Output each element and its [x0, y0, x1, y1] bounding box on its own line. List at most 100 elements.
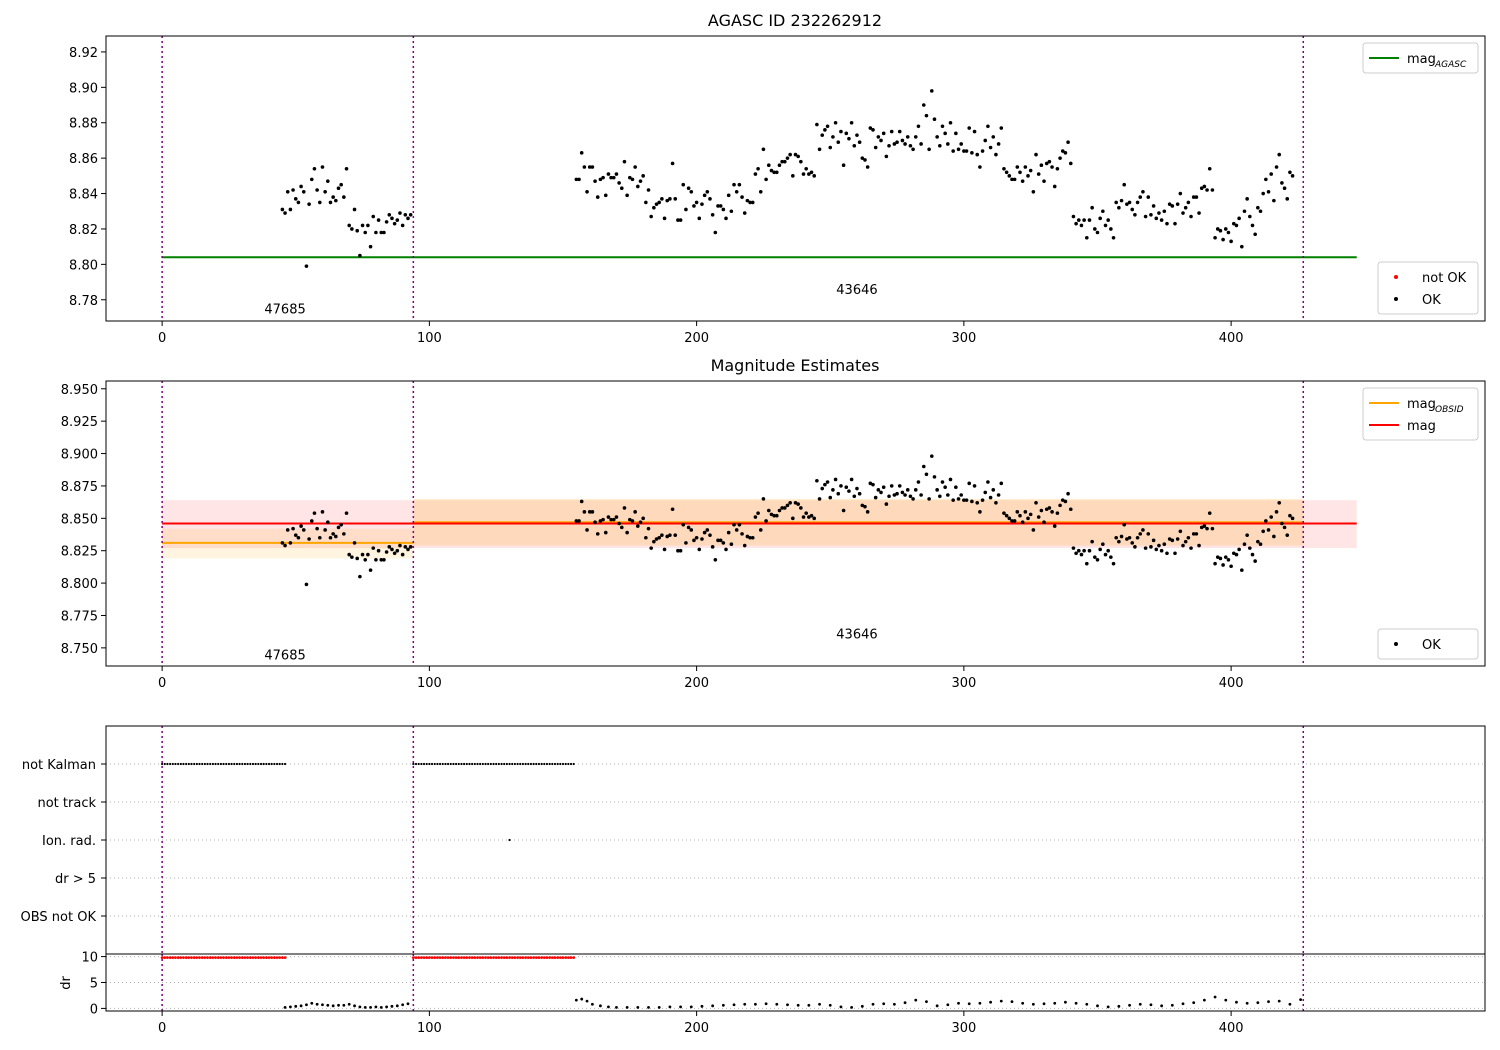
ok-point	[644, 535, 648, 540]
ok-point	[403, 545, 408, 549]
dr-clipped-point	[275, 956, 279, 960]
ok-point	[593, 520, 597, 525]
ok-point	[1018, 513, 1022, 518]
ok-point	[376, 218, 381, 222]
panel2-frame	[105, 380, 1486, 667]
flag-point	[564, 762, 567, 766]
ok-point	[387, 212, 392, 217]
dr-point	[807, 1003, 811, 1007]
ok-point	[852, 143, 857, 148]
dr-clipped-point	[526, 956, 530, 960]
dr-clipped-point	[256, 956, 260, 960]
ok-point	[948, 120, 953, 125]
ok-point	[280, 541, 285, 545]
legend-box	[1362, 387, 1479, 441]
ok-point	[1055, 511, 1060, 515]
dr-clipped-point	[427, 956, 431, 960]
ok-point	[352, 207, 357, 212]
flag-point	[553, 762, 557, 766]
ok-point	[1256, 205, 1260, 210]
ok-point	[1205, 526, 1209, 531]
ok-point	[825, 124, 830, 129]
ok-point	[807, 172, 811, 176]
ok-point	[729, 542, 734, 547]
ok-point	[1178, 191, 1183, 196]
flag-point	[441, 762, 444, 766]
ok-point	[791, 174, 795, 178]
dr-clipped-point	[452, 956, 455, 960]
ok-point	[1288, 170, 1292, 175]
flag-point	[567, 762, 570, 766]
dr-clipped-point	[569, 956, 573, 960]
ok-point	[996, 493, 1001, 497]
ok-point	[644, 200, 648, 205]
ok-point	[913, 488, 918, 492]
ok-point	[959, 142, 963, 146]
flag-point	[425, 762, 428, 766]
flag-point	[246, 762, 249, 766]
ok-point	[293, 197, 298, 201]
dr-clipped-point	[163, 956, 167, 960]
ok-point	[718, 204, 723, 208]
ok-point	[1151, 204, 1156, 208]
flag-point	[422, 762, 426, 766]
ok-point	[1018, 170, 1022, 175]
ok-point	[582, 510, 587, 514]
flag-point	[481, 762, 484, 766]
ok-point	[1085, 561, 1089, 566]
ok-point	[919, 493, 923, 497]
ok-point	[1146, 532, 1151, 536]
dr-point	[585, 999, 589, 1003]
flag-point	[532, 762, 535, 766]
ok-point	[350, 555, 354, 559]
ok-point	[833, 477, 838, 482]
ok-point	[708, 533, 712, 537]
dr-point	[892, 1002, 896, 1006]
ok-point	[964, 149, 969, 153]
ok-point	[1127, 200, 1132, 205]
dr-point	[321, 1003, 324, 1007]
ok-point	[871, 128, 875, 132]
dr-clipped-point	[510, 956, 514, 960]
ok-point	[764, 519, 768, 523]
ok-point	[1159, 218, 1164, 222]
obsid-label: 43646	[836, 628, 877, 643]
dr-point	[590, 1002, 594, 1006]
ok-point	[633, 165, 637, 169]
dr-clipped-point	[518, 956, 522, 960]
dr-clipped-point	[240, 956, 244, 960]
dr-point	[1128, 1003, 1131, 1007]
ok-point	[951, 498, 955, 502]
ok-point	[1106, 548, 1110, 553]
dr-clipped-point	[190, 956, 193, 960]
dr-point	[1042, 1002, 1046, 1006]
dr-point	[395, 1004, 399, 1008]
dr-point	[1149, 1003, 1153, 1007]
ok-point	[628, 175, 632, 180]
dr-point	[353, 1004, 356, 1008]
ok-point	[932, 117, 937, 121]
flag-point	[249, 762, 252, 766]
ok-point	[291, 526, 295, 531]
ok-point	[1207, 166, 1212, 171]
ok-point	[772, 170, 776, 175]
dr-clipped-point	[278, 956, 282, 960]
ok-point	[1181, 543, 1185, 548]
ok-point	[972, 484, 977, 488]
ok-point	[392, 551, 397, 556]
ok-point	[593, 179, 597, 183]
ok-point	[662, 547, 667, 552]
ok-point	[1280, 181, 1284, 185]
ok-point	[919, 142, 923, 146]
ok-point	[713, 557, 718, 562]
flag-point	[497, 762, 500, 766]
ok-point	[1213, 236, 1217, 240]
ok-point	[1205, 188, 1209, 192]
ok-point	[828, 145, 833, 150]
dr-clipped-point	[564, 956, 568, 960]
ok-point	[309, 177, 314, 182]
dr-point	[1021, 1001, 1025, 1005]
y-tick-label: 8.84	[69, 188, 98, 203]
ok-point	[315, 188, 319, 192]
